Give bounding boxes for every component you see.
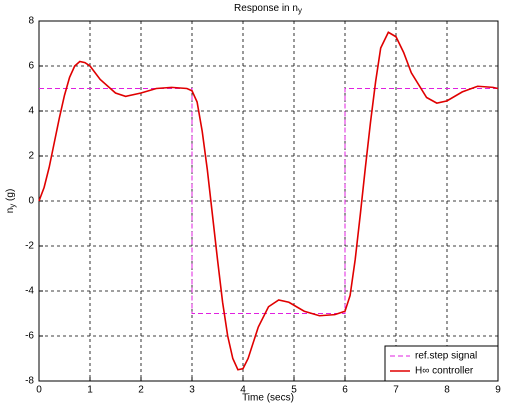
x-tick-label: 0 [36, 385, 42, 396]
x-tick-label: 1 [87, 385, 93, 396]
ylabel-suffix: (g) [5, 189, 16, 204]
y-tick-label: 4 [28, 106, 34, 117]
y-axis-label: ny (g) [5, 189, 17, 214]
y-tick-label: -6 [25, 331, 34, 342]
title-main: Response in n [234, 3, 298, 14]
chart-title: Response in ny [234, 3, 302, 15]
x-tick-label: 4 [240, 385, 246, 396]
y-tick-label: -4 [25, 286, 34, 297]
x-tick-label: 7 [393, 385, 399, 396]
y-tick-label: 8 [28, 16, 34, 27]
series-line [38, 31, 499, 371]
legend-label: H∞ controller [415, 366, 474, 377]
y-tick-label: -8 [25, 376, 34, 387]
x-tick-label: 3 [189, 385, 195, 396]
x-tick-label: 8 [444, 385, 450, 396]
y-tick-label: 2 [28, 151, 34, 162]
x-axis-label: Time (secs) [242, 393, 294, 404]
legend-box [384, 345, 499, 382]
x-tick-label: 5 [291, 385, 297, 396]
y-tick-label: 6 [28, 61, 34, 72]
title-subscript: y [298, 6, 302, 15]
x-tick-label: 9 [495, 385, 501, 396]
x-tick-label: 6 [342, 385, 348, 396]
x-tick-label: 2 [138, 385, 144, 396]
y-tick-label: 0 [28, 196, 34, 207]
ylabel-main: n [5, 208, 16, 214]
legend-label: ref.step signal [415, 351, 477, 362]
y-tick-label: -2 [25, 241, 34, 252]
ylabel-subscript: y [8, 204, 17, 208]
